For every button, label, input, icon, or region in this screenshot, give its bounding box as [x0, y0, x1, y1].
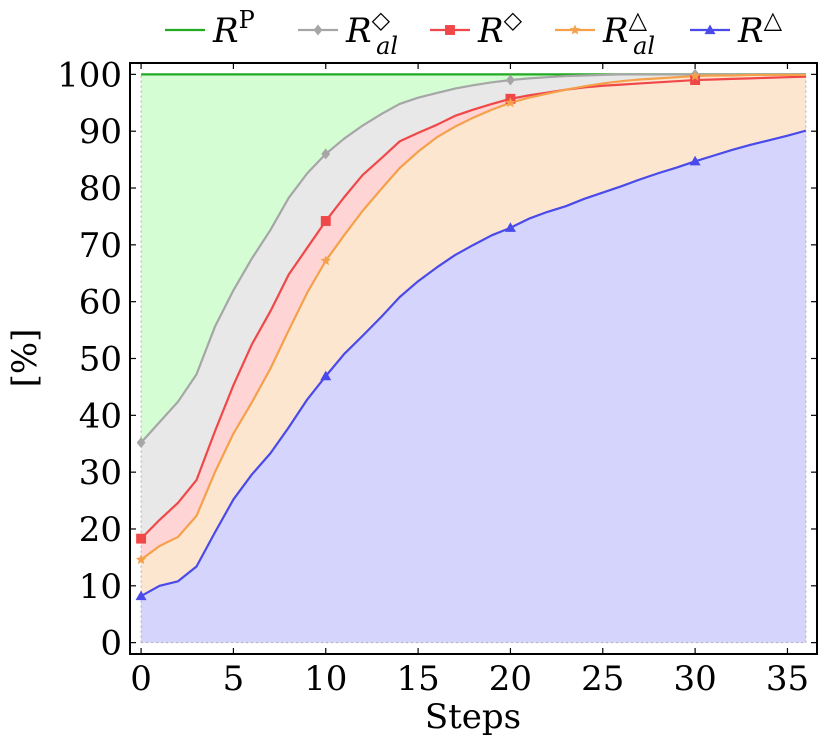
data-point-3-10 [320, 255, 331, 266]
legend-label-1: R◇ al [345, 6, 398, 60]
series-markers [135, 68, 701, 601]
y-tick-label: 40 [79, 396, 122, 436]
data-point-2-30 [690, 75, 701, 85]
data-point-4-10 [320, 370, 332, 381]
x-tick-label: 35 [766, 659, 809, 699]
area-fills [140, 74, 807, 644]
y-tick-label: 10 [79, 567, 122, 607]
legend-label-4: R△ [737, 6, 783, 51]
data-point-2-10 [320, 216, 331, 226]
x-tick-label: 30 [673, 659, 716, 699]
x-axis-label: Steps [425, 697, 521, 737]
x-axis-ticks: 0 5 10 15 20 25 30 35 [130, 63, 809, 699]
x-tick-label: 10 [304, 659, 347, 699]
data-point-4-30 [689, 155, 701, 166]
data-point-2-0 [136, 533, 147, 544]
y-tick-label: 50 [79, 340, 122, 380]
y-axis-ticks: 0 10 20 30 40 50 60 70 80 90 100 [57, 55, 817, 664]
data-point-3-0 [135, 554, 147, 565]
legend-label-0: RP [212, 6, 255, 51]
legend-swatch-marker-2 [445, 25, 455, 35]
y-tick-label: 30 [79, 453, 122, 493]
data-point-1-10 [321, 148, 331, 160]
y-tick-label: 90 [79, 112, 122, 152]
data-point-4-20 [504, 222, 516, 232]
y-tick-label: 60 [79, 283, 122, 323]
data-point-3-30 [689, 70, 701, 81]
x-tick-label: 25 [581, 659, 624, 699]
x-tick-label: 15 [396, 659, 439, 699]
y-tick-label: 0 [100, 624, 122, 664]
data-point-1-0 [136, 437, 146, 449]
legend-label-2: R◇ [477, 6, 523, 51]
data-point-4-0 [135, 590, 147, 601]
y-tick-label: 20 [79, 510, 122, 550]
y-tick-label: 80 [79, 169, 122, 209]
legend-swatch-marker-3 [569, 24, 581, 35]
legend: RP R◇ al R◇ R△ al R△ [165, 6, 783, 60]
data-point-3-20 [505, 97, 516, 108]
y-axis-label: [%] [5, 329, 45, 388]
legend-swatch-marker-4 [704, 24, 716, 35]
x-tick-label: 20 [489, 659, 532, 699]
y-tick-label: 70 [79, 226, 122, 266]
data-point-1-20 [506, 74, 515, 86]
y-tick-label: 100 [57, 55, 122, 95]
x-tick-label: 0 [130, 659, 152, 699]
x-tick-label: 5 [223, 659, 245, 699]
area-fill-4 [141, 130, 806, 643]
legend-swatch-marker-1 [313, 24, 323, 36]
legend-label-3: R△ al [602, 6, 655, 60]
